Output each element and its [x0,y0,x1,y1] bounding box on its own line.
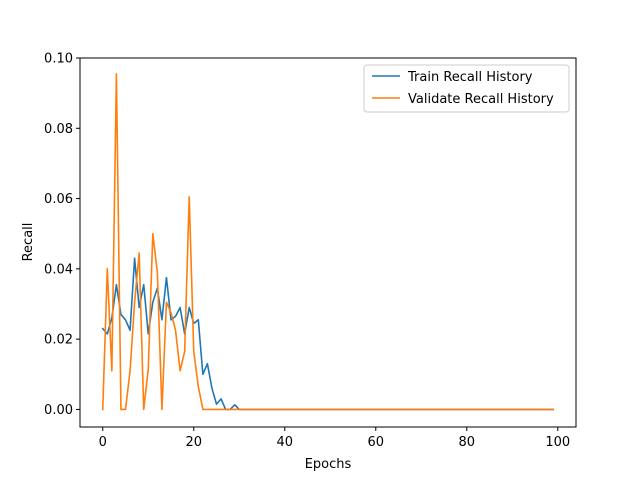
legend-label-train: Train Recall History [407,70,533,85]
legend-label-validate: Validate Recall History [408,92,554,107]
plot-area [101,73,555,411]
x-tick-label: 20 [185,435,202,450]
legend-box [363,64,570,113]
x-tick-label: 60 [368,435,385,450]
y-tick-label: 0.00 [44,403,73,418]
legend: Train Recall History Validate Recall His… [363,64,570,113]
axes-frame [79,57,577,428]
y-tick-label: 0.04 [44,262,73,277]
y-tick-label: 0.06 [44,192,73,207]
x-tick-label: 80 [459,435,476,450]
series-line-1 [101,73,555,411]
y-tick-label: 0.02 [44,333,73,348]
y-axis: 0.00 0.02 0.04 0.06 0.08 0.10 [44,52,80,418]
x-axis: 0 20 40 60 80 100 [99,427,570,450]
y-axis-label: Recall [21,223,36,262]
x-tick-label: 40 [276,435,293,450]
x-tick-label: 0 [99,435,107,450]
x-tick-label: 100 [545,435,570,450]
y-tick-label: 0.08 [44,122,73,137]
x-axis-label: Epochs [305,457,352,472]
series-line-0 [101,257,555,411]
y-tick-label: 0.10 [44,52,73,67]
